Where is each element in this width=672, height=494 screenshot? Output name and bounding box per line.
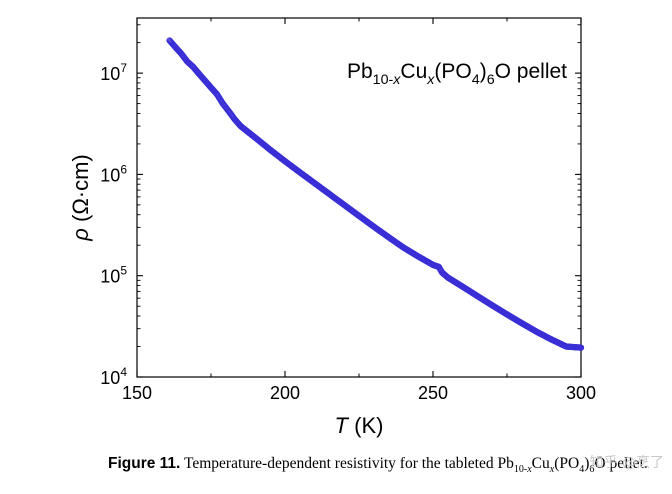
- y-tick-label: 104: [100, 365, 127, 388]
- y-tick-label: 106: [100, 162, 127, 185]
- caption-lead: Figure 11.: [108, 455, 181, 472]
- x-tick-label: 150: [122, 383, 152, 403]
- caption-text: Temperature-dependent resistivity for th…: [180, 455, 648, 476]
- figure-caption: Figure 11. Temperature-dependent resisti…: [108, 455, 668, 475]
- x-tick-label: 300: [566, 383, 596, 403]
- y-tick-label: 105: [100, 264, 127, 287]
- y-tick-label: 107: [100, 61, 127, 84]
- data-point: [577, 344, 585, 351]
- chart-figure: 150 200 250 300 104 105 106 107 Pb10-​x​Cux​(PO4…: [68, 17, 596, 438]
- watermark: 知乎 @烹了: [589, 455, 664, 471]
- x-tick-label: 200: [270, 383, 300, 403]
- x-axis-label: T (K): [335, 413, 384, 438]
- y-axis-label: ρ (Ω·cm): [68, 154, 93, 241]
- chart-title: Pb10-​x​Cux​(PO4​)6​O pellet: [347, 60, 567, 88]
- x-tick-label: 250: [418, 383, 448, 403]
